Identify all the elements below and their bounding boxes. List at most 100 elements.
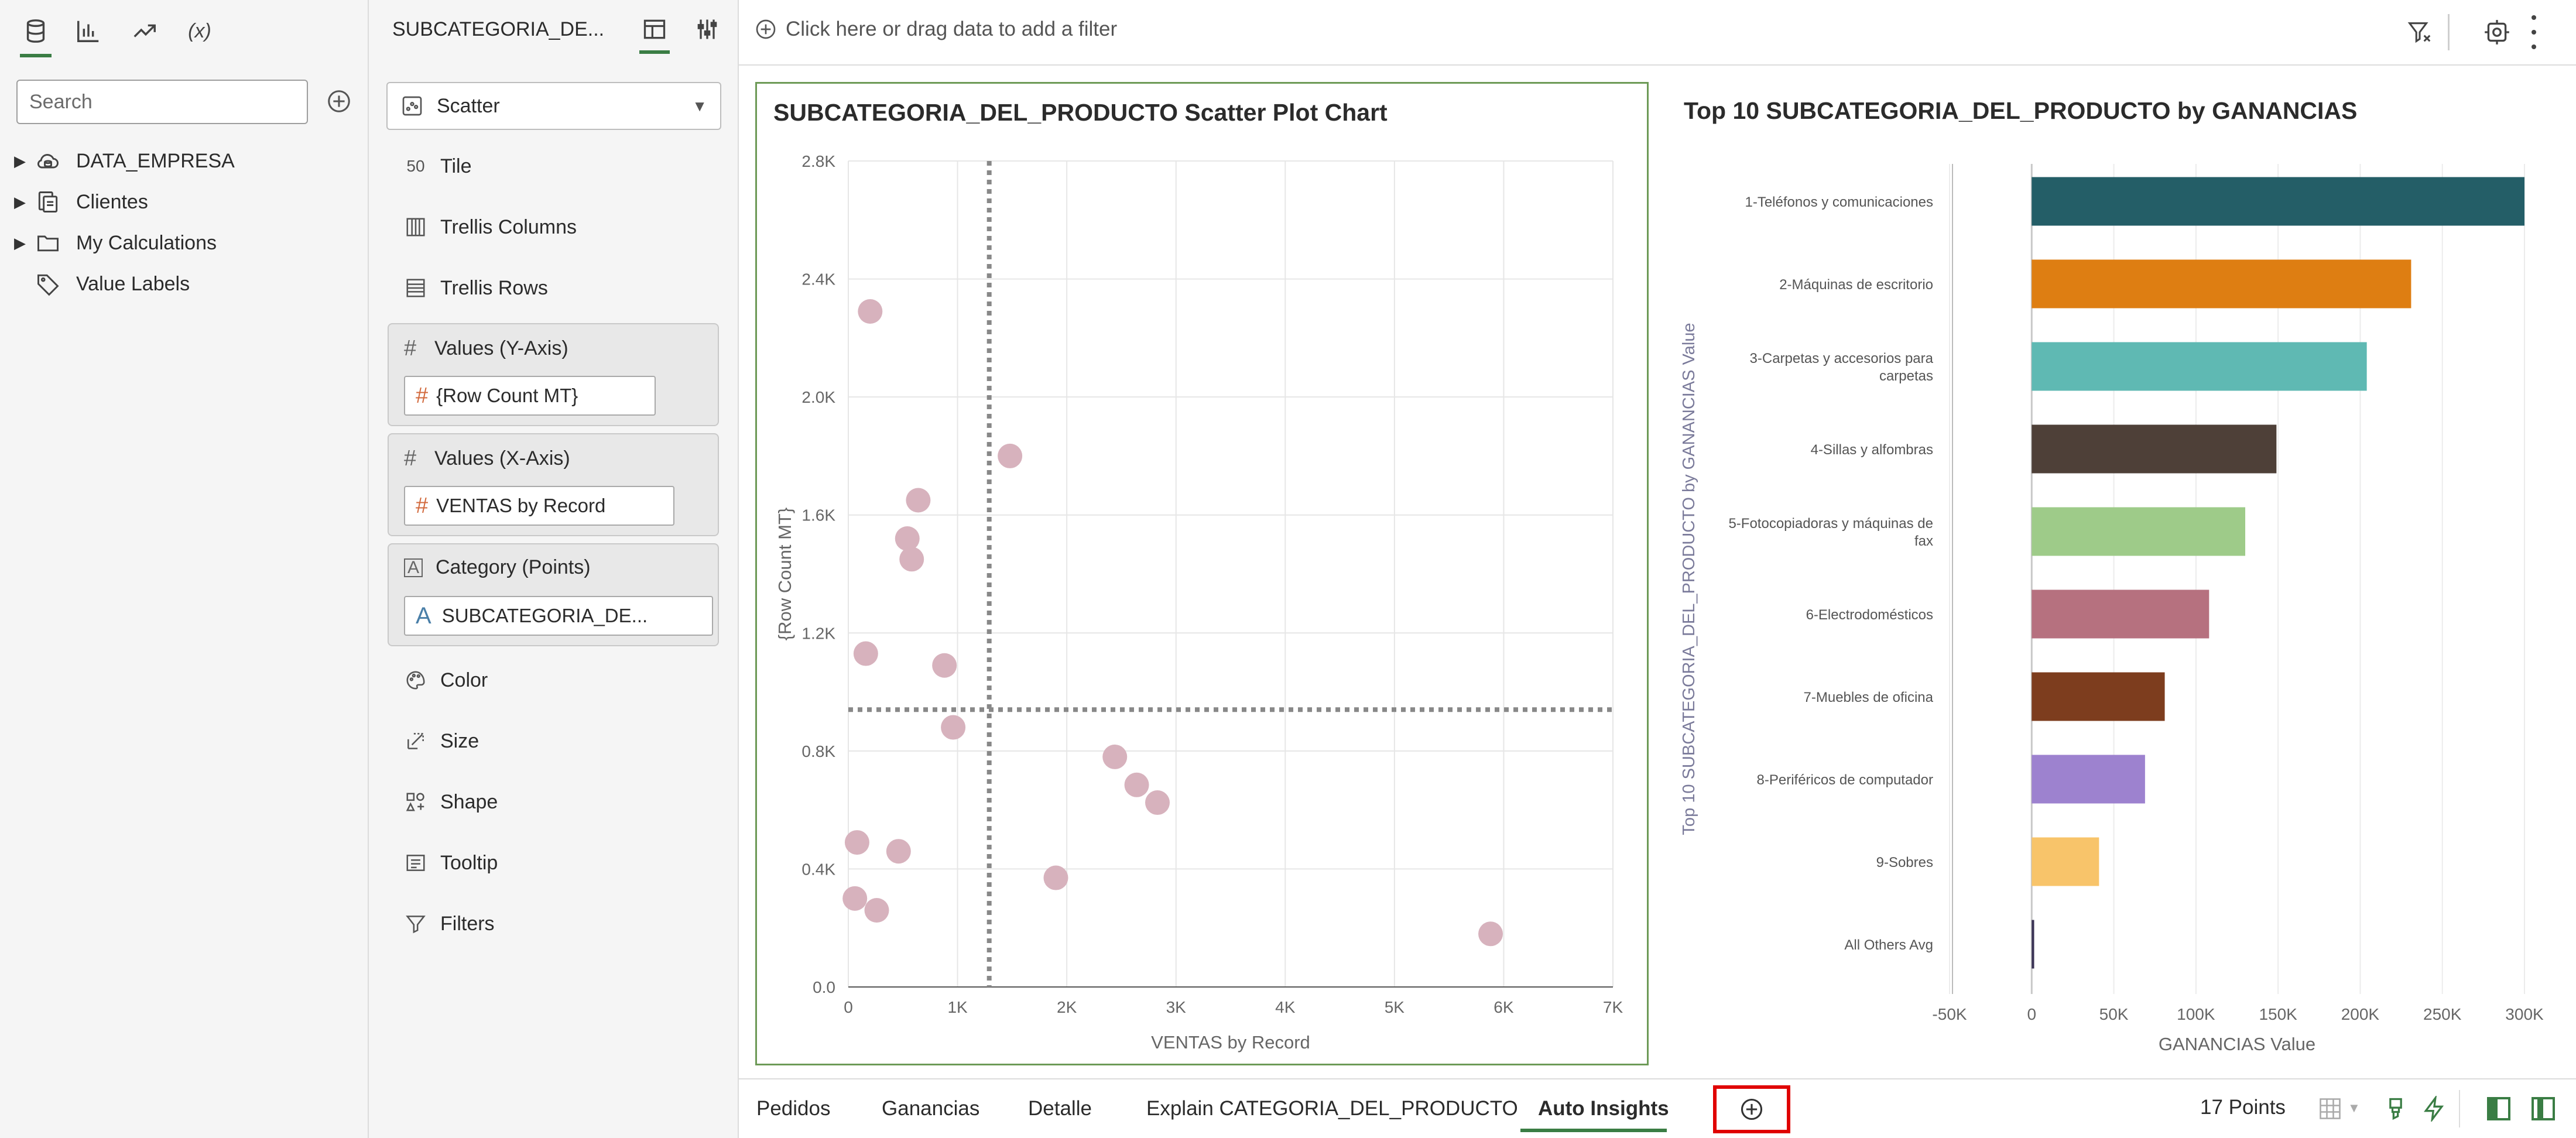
bar[interactable] xyxy=(2032,589,2210,639)
bar[interactable] xyxy=(2032,424,2277,474)
grammar-tile[interactable]: 50 Tile xyxy=(404,149,471,184)
right-panel-toggle-icon[interactable] xyxy=(2529,1095,2555,1120)
tab-ganancias[interactable]: Ganancias xyxy=(882,1097,980,1120)
canvas-settings-icon[interactable] xyxy=(2482,18,2512,47)
dataset-icon xyxy=(35,189,68,215)
add-filter-icon xyxy=(756,19,776,39)
data-icon[interactable] xyxy=(15,11,56,57)
category-label: fax xyxy=(1914,533,1933,549)
expand-caret-icon[interactable]: ▶ xyxy=(14,234,26,252)
palette-icon xyxy=(404,669,427,692)
chevron-down-icon[interactable]: ▼ xyxy=(692,97,707,115)
bar[interactable] xyxy=(2032,259,2411,309)
trellis-rows-icon xyxy=(404,276,427,300)
scatter-point[interactable] xyxy=(864,897,889,923)
scatter-point[interactable] xyxy=(1478,921,1503,947)
add-icon xyxy=(1741,1098,1763,1120)
scatter-point[interactable] xyxy=(858,299,883,324)
grammar-color[interactable]: Color xyxy=(404,663,488,698)
tree-item-label: Clientes xyxy=(76,190,148,213)
measure-icon: # xyxy=(404,336,417,361)
bar-chart[interactable]: -50K 0 50K 100K 150K 200K 250K 300K 1-Teléfonos … xyxy=(1674,123,2570,1083)
drop-zone-category[interactable]: A Category (Points) A SUBCATEGORIA_DE... xyxy=(388,543,719,646)
tree-item-value-labels[interactable]: Value Labels xyxy=(14,266,190,301)
scatter-point[interactable] xyxy=(906,488,931,513)
tab-pedidos[interactable]: Pedidos xyxy=(756,1097,831,1120)
expand-caret-icon[interactable]: ▶ xyxy=(14,193,26,211)
grid-layout-icon[interactable] xyxy=(2317,1096,2343,1122)
scatter-point[interactable] xyxy=(1102,744,1128,769)
grammar-tooltip[interactable]: Tooltip xyxy=(404,845,498,880)
properties-icon[interactable] xyxy=(694,16,720,42)
bar[interactable] xyxy=(2032,177,2524,226)
viz-name[interactable]: SUBCATEGORIA_DE... xyxy=(384,18,604,41)
chevron-down-icon[interactable]: ▼ xyxy=(2348,1101,2361,1115)
grammar-size[interactable]: Size xyxy=(404,724,479,759)
grammar-trellis-rows[interactable]: Trellis Rows xyxy=(404,270,548,306)
y-axis-pill[interactable]: # {Row Count MT} xyxy=(404,376,656,416)
x-axis-pill[interactable]: # VENTAS by Record xyxy=(404,486,674,526)
grammar-trellis-columns[interactable]: Trellis Columns xyxy=(404,210,577,245)
grammar-shape[interactable]: Shape xyxy=(404,784,498,820)
x-tick-label: -50K xyxy=(1932,1005,1967,1023)
search-input[interactable]: Search xyxy=(16,80,308,124)
attribute-icon: A xyxy=(416,602,431,629)
scatter-point[interactable] xyxy=(853,641,878,666)
folder-icon xyxy=(35,230,68,256)
tab-detalle[interactable]: Detalle xyxy=(1028,1097,1092,1120)
expand-caret-icon[interactable]: ▶ xyxy=(14,152,26,170)
scatter-plot[interactable]: 0 1K 2K 3K 4K 5K 6K 7K 0.0 0.4K 0.8K 1.2K 1.6K 2.0K 2.… xyxy=(757,84,1647,1064)
x-tick-label: 250K xyxy=(2423,1005,2462,1023)
scatter-point[interactable] xyxy=(899,547,924,572)
bar[interactable] xyxy=(2032,672,2165,721)
drop-zone-x-axis[interactable]: # Values (X-Axis) # VENTAS by Record xyxy=(388,433,719,536)
analytics-icon[interactable] xyxy=(124,11,165,52)
tab-auto-insights[interactable]: Auto Insights xyxy=(1538,1097,1669,1120)
tab-explain-categoria[interactable]: Explain CATEGORIA_DEL_PRODUCTO xyxy=(1146,1097,1518,1120)
bar-chart-title: Top 10 SUBCATEGORIA_DEL_PRODUCTO by GANA… xyxy=(1684,97,2358,124)
scatter-point[interactable] xyxy=(941,715,966,740)
scatter-point[interactable] xyxy=(895,526,920,551)
y-tick-label: 1.2K xyxy=(801,624,835,642)
calculations-icon[interactable]: (x) xyxy=(188,19,211,42)
add-filter-prompt[interactable]: Click here or drag data to add a filter xyxy=(754,18,1117,41)
y-tick-label: 0.4K xyxy=(801,860,835,878)
auto-apply-icon[interactable] xyxy=(2421,1094,2447,1123)
canvas-tab-bar xyxy=(739,1078,2576,1138)
grammar-row-label: Shape xyxy=(440,790,498,813)
highlight-icon[interactable] xyxy=(2383,1096,2409,1122)
category-pill[interactable]: A SUBCATEGORIA_DE... xyxy=(404,596,713,636)
bar[interactable] xyxy=(2032,920,2034,969)
left-panel-toggle-icon[interactable] xyxy=(2485,1095,2510,1120)
grammar-layout-icon[interactable] xyxy=(642,16,667,42)
x-tick-label: 2K xyxy=(1057,998,1077,1016)
scatter-point[interactable] xyxy=(1124,772,1149,797)
visualizations-icon[interactable] xyxy=(68,11,109,52)
filter-options-icon[interactable] xyxy=(2406,19,2433,46)
scatter-point[interactable] xyxy=(886,839,911,864)
tree-item-clientes[interactable]: ▶ Clientes xyxy=(14,184,148,220)
category-label: 2-Máquinas de escritorio xyxy=(1779,277,1933,293)
add-filter-label: Click here or drag data to add a filter xyxy=(786,18,1118,40)
add-canvas-button[interactable] xyxy=(1713,1085,1790,1133)
grammar-filters[interactable]: Filters xyxy=(404,906,495,941)
more-options-icon[interactable] xyxy=(2528,15,2540,49)
filter-bar[interactable] xyxy=(739,0,2576,66)
add-data-icon[interactable] xyxy=(326,88,352,115)
scatter-point[interactable] xyxy=(1145,790,1170,815)
bar[interactable] xyxy=(2032,507,2246,556)
bar[interactable] xyxy=(2032,837,2099,886)
drop-zone-y-axis[interactable]: # Values (Y-Axis) # {Row Count MT} xyxy=(388,323,719,426)
scatter-point[interactable] xyxy=(844,830,869,855)
tree-item-data-empresa[interactable]: ▶ DATA_EMPRESA xyxy=(14,143,235,179)
bar[interactable] xyxy=(2032,755,2145,804)
scatter-point[interactable] xyxy=(842,886,868,911)
scatter-point[interactable] xyxy=(998,443,1023,468)
viz-type-select[interactable]: Scatter ▼ xyxy=(386,82,721,130)
tree-item-my-calculations[interactable]: ▶ My Calculations xyxy=(14,225,217,260)
scatter-point[interactable] xyxy=(1043,865,1068,890)
bar[interactable] xyxy=(2032,342,2367,391)
x-tick-label: 150K xyxy=(2259,1005,2297,1023)
scatter-chart-panel[interactable]: SUBCATEGORIA_DEL_PRODUCTO Scatter Plot C… xyxy=(755,82,1649,1065)
scatter-point[interactable] xyxy=(932,653,957,678)
